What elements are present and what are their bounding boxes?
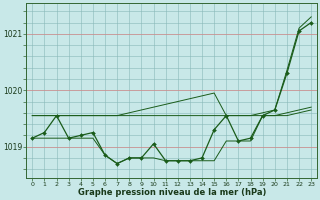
X-axis label: Graphe pression niveau de la mer (hPa): Graphe pression niveau de la mer (hPa): [77, 188, 266, 197]
